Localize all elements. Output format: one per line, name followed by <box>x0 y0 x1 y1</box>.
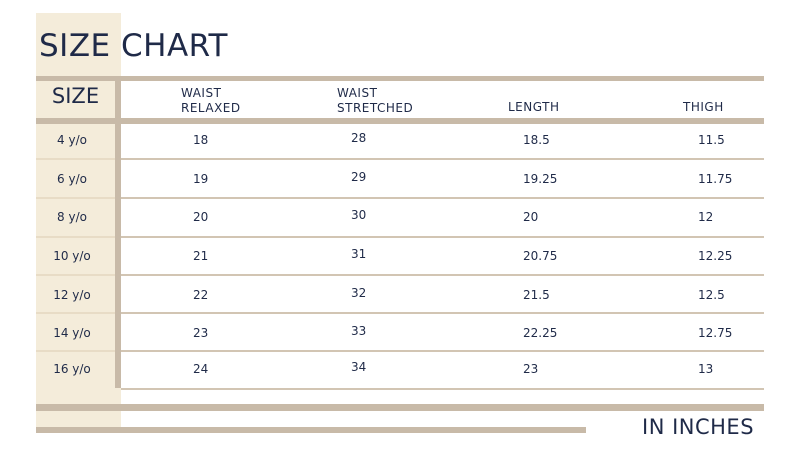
row-divider <box>121 236 764 238</box>
bottom-divider <box>36 404 764 411</box>
header-thigh: THIGH <box>683 100 724 114</box>
length-cell: 21.5 <box>523 288 550 302</box>
size-cell: 6 y/o <box>57 172 87 186</box>
size-cell: 8 y/o <box>57 210 87 224</box>
header-waist-stretched: WAIST STRETCHED <box>337 86 414 115</box>
waist-stretched-cell: 29 <box>351 170 367 184</box>
header-waist-relaxed: WAIST RELAXED <box>181 86 241 115</box>
header-size: SIZE <box>51 84 100 108</box>
size-column-background <box>36 13 121 427</box>
waist-relaxed-cell: 19 <box>193 172 209 186</box>
row-divider <box>121 350 764 352</box>
thigh-cell: 11.75 <box>698 172 733 186</box>
waist-relaxed-cell: 20 <box>193 210 209 224</box>
size-cell: 10 y/o <box>53 249 91 263</box>
waist-relaxed-cell: 23 <box>193 326 209 340</box>
waist-relaxed-cell: 24 <box>193 362 209 376</box>
header-divider <box>36 118 764 124</box>
waist-stretched-cell: 28 <box>351 131 367 145</box>
waist-relaxed-cell: 22 <box>193 288 209 302</box>
row-divider <box>121 312 764 314</box>
waist-stretched-cell: 34 <box>351 360 367 374</box>
waist-stretched-cell: 32 <box>351 286 367 300</box>
thigh-cell: 12.25 <box>698 249 733 263</box>
footer-divider <box>36 427 586 433</box>
page-title: SIZE CHART <box>39 28 228 64</box>
length-cell: 22.25 <box>523 326 558 340</box>
size-row-divider <box>36 312 115 314</box>
vertical-divider <box>115 81 121 388</box>
size-cell: 4 y/o <box>57 133 87 147</box>
waist-stretched-cell: 30 <box>351 208 367 222</box>
waist-relaxed-cell: 18 <box>193 133 209 147</box>
size-cell: 14 y/o <box>53 326 91 340</box>
waist-stretched-cell: 31 <box>351 247 367 261</box>
thigh-cell: 12.5 <box>698 288 725 302</box>
thigh-cell: 12.75 <box>698 326 733 340</box>
row-divider <box>121 197 764 199</box>
row-divider <box>121 388 764 390</box>
header-length: LENGTH <box>508 100 560 114</box>
length-cell: 20 <box>523 210 539 224</box>
row-divider <box>121 274 764 276</box>
thigh-cell: 12 <box>698 210 714 224</box>
thigh-cell: 11.5 <box>698 133 725 147</box>
size-row-divider <box>36 197 115 199</box>
row-divider <box>121 158 764 160</box>
waist-relaxed-cell: 21 <box>193 249 209 263</box>
size-row-divider <box>36 158 115 160</box>
size-row-divider <box>36 236 115 238</box>
size-cell: 16 y/o <box>53 362 91 376</box>
length-cell: 18.5 <box>523 133 550 147</box>
size-row-divider <box>36 274 115 276</box>
top-divider <box>36 76 764 81</box>
size-row-divider <box>36 350 115 352</box>
waist-stretched-cell: 33 <box>351 324 367 338</box>
length-cell: 20.75 <box>523 249 558 263</box>
size-cell: 12 y/o <box>53 288 91 302</box>
length-cell: 19.25 <box>523 172 558 186</box>
length-cell: 23 <box>523 362 539 376</box>
unit-note: IN INCHES <box>642 415 755 439</box>
thigh-cell: 13 <box>698 362 714 376</box>
